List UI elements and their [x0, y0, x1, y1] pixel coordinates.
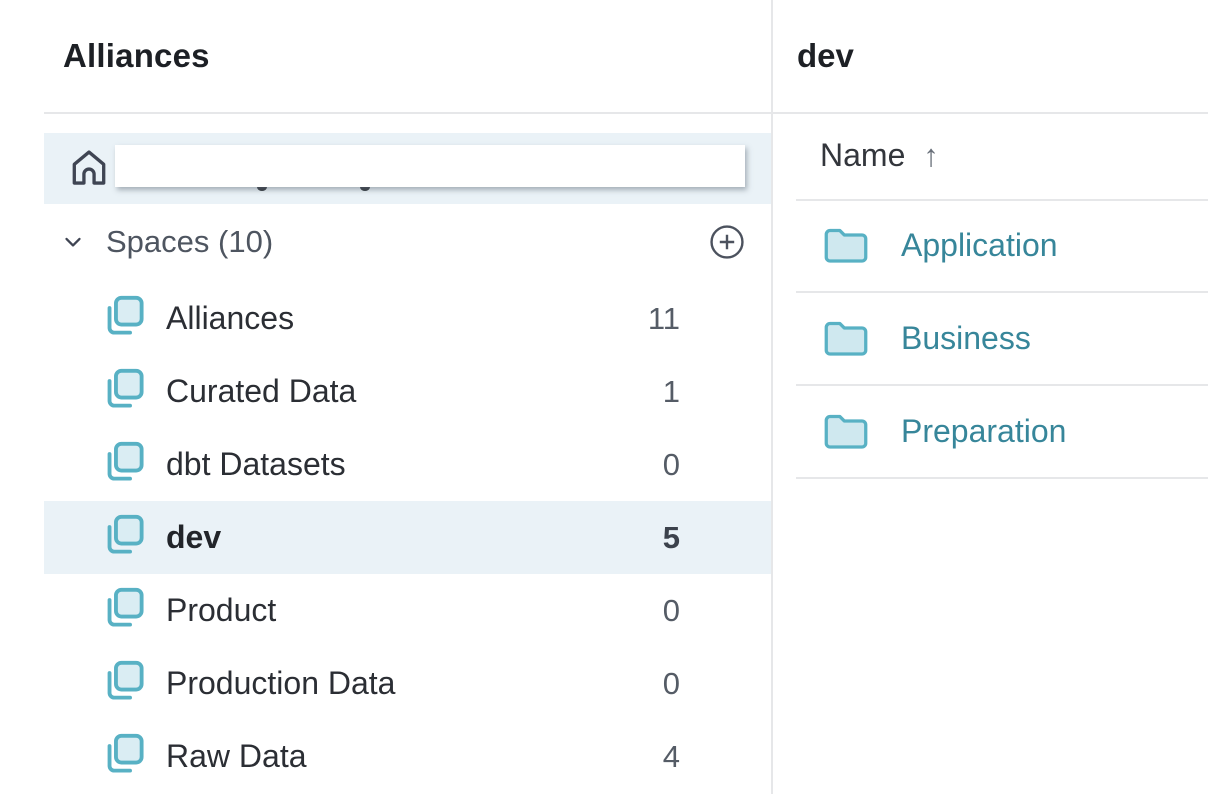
space-list: Alliances 11 Curated Data 1 dbt Datasets… [44, 282, 772, 793]
space-count: 11 [647, 300, 680, 336]
space-count: 5 [662, 519, 680, 555]
space-row[interactable]: Curated Data 1 [44, 355, 772, 428]
space-count: 0 [662, 446, 680, 482]
page-title: Alliances [63, 37, 210, 74]
content-title-divider [773, 112, 1208, 114]
space-name: Alliances [166, 300, 295, 336]
folder-row[interactable]: Business [796, 293, 1208, 386]
redacted-text-artifact [360, 183, 370, 191]
sort-asc-icon: ↑ [923, 138, 939, 173]
add-space-button[interactable] [709, 224, 745, 260]
space-row[interactable]: Product 0 [44, 574, 772, 647]
folder-row[interactable]: Application [796, 200, 1208, 293]
space-row[interactable]: Alliances 11 [44, 282, 772, 355]
space-icon [100, 660, 144, 707]
space-icon [100, 441, 144, 488]
folder-link[interactable]: Business [901, 320, 1031, 356]
space-icon [100, 514, 144, 561]
space-icon [100, 733, 144, 780]
home-row[interactable] [44, 133, 772, 204]
spaces-section-label: Spaces (10) [106, 224, 274, 259]
column-header-name[interactable]: Name ↑ [820, 136, 939, 175]
space-icon [100, 368, 144, 415]
folder-link[interactable]: Preparation [901, 413, 1067, 449]
panel-divider [771, 0, 773, 794]
space-name: Production Data [166, 665, 396, 701]
space-name: Curated Data [166, 373, 357, 409]
folder-row[interactable]: Preparation [796, 386, 1208, 479]
spaces-section-header: Spaces (10) [44, 222, 772, 262]
folder-link[interactable]: Application [901, 227, 1058, 263]
folder-icon [823, 319, 869, 358]
space-icon [100, 587, 144, 634]
home-icon [68, 146, 110, 190]
space-count: 0 [662, 592, 680, 628]
space-row[interactable]: Raw Data 4 [44, 720, 772, 793]
space-name: dbt Datasets [166, 446, 346, 482]
space-row[interactable]: dev 5 [44, 501, 772, 574]
space-name: Product [166, 592, 277, 628]
column-label: Name [820, 137, 906, 173]
folder-icon [823, 412, 869, 451]
redaction-overlay [115, 145, 745, 187]
space-row[interactable]: dbt Datasets 0 [44, 428, 772, 501]
space-icon [100, 295, 144, 342]
redacted-text-artifact [257, 183, 267, 191]
plus-circle-icon [710, 225, 744, 259]
space-count: 4 [662, 738, 680, 774]
sidebar-title-divider [44, 112, 772, 114]
header-divider [796, 199, 1208, 201]
space-name: Raw Data [166, 738, 307, 774]
content-panel: dev Name ↑ Application Business Preparati… [773, 0, 1208, 794]
folder-icon [823, 226, 869, 265]
chevron-down-icon[interactable] [60, 229, 86, 255]
sidebar: Alliances Spaces (10) [44, 37, 772, 793]
space-count: 1 [662, 373, 680, 409]
space-row[interactable]: Production Data 0 [44, 647, 772, 720]
content-title: dev [797, 37, 854, 74]
space-name: dev [166, 519, 222, 555]
space-count: 0 [662, 665, 680, 701]
folder-list: Application Business Preparation [796, 200, 1208, 479]
